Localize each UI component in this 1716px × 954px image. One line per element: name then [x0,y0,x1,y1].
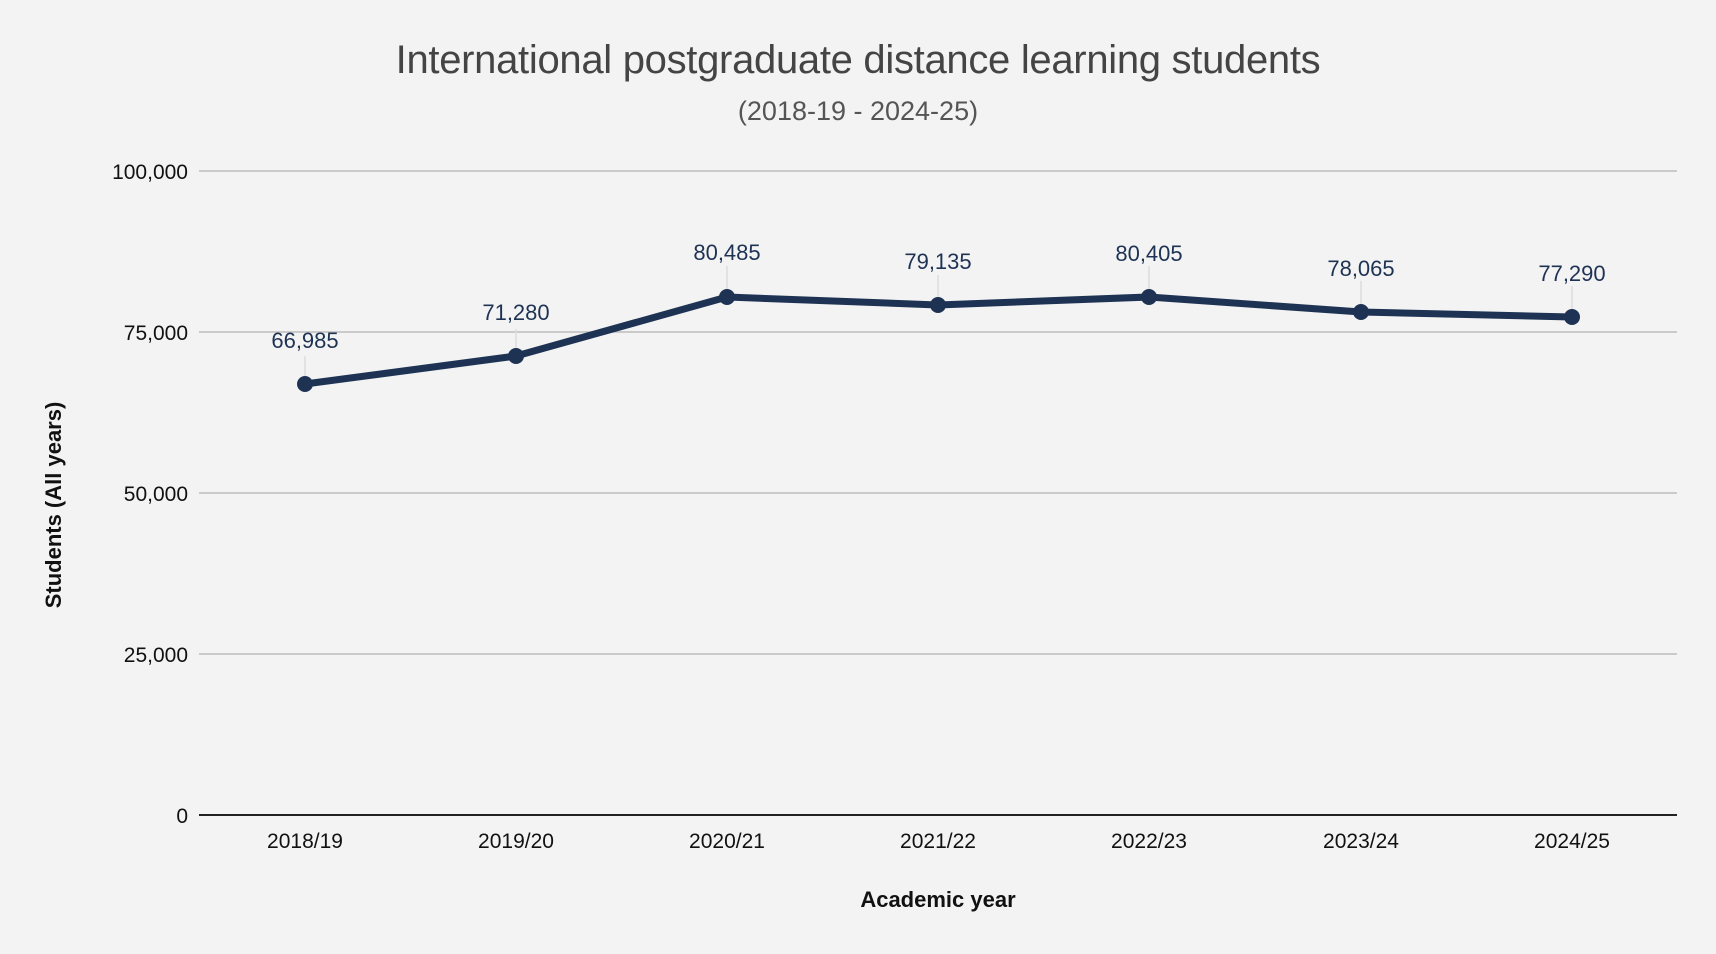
data-point[interactable] [1353,304,1369,320]
data-point[interactable] [1564,309,1580,325]
data-labels: 66,985 71,280 80,485 79,135 80,405 78,06… [271,240,1605,353]
data-label: 66,985 [271,328,338,353]
data-label: 79,135 [904,249,971,274]
x-tick-label: 2019/20 [478,830,554,853]
y-tick-label: 25,000 [124,644,188,667]
data-point[interactable] [719,289,735,305]
x-tick-label: 2024/25 [1534,830,1610,853]
y-tick-label: 50,000 [124,483,188,506]
x-tick-label: 2022/23 [1111,830,1187,853]
y-axis-ticks: 100,000 75,000 50,000 25,000 0 [112,161,188,828]
data-label: 80,485 [693,240,760,265]
chart-subtitle: (2018-19 - 2024-25) [737,96,979,126]
chart-title: International postgraduate distance lear… [395,38,1321,82]
x-axis-title: Academic year [860,887,1016,912]
data-point[interactable] [297,376,313,392]
data-point[interactable] [1141,289,1157,305]
y-tick-label: 0 [176,805,188,828]
data-label: 77,290 [1538,261,1605,286]
y-axis-title: Students (All years) [41,402,66,609]
x-tick-label: 2020/21 [689,830,765,853]
data-points [297,289,1580,392]
y-tick-label: 100,000 [112,161,188,184]
data-label: 80,405 [1115,241,1182,266]
x-axis-ticks: 2018/19 2019/20 2020/21 2021/22 2022/23 … [267,830,1610,853]
data-point[interactable] [508,348,524,364]
x-tick-label: 2023/24 [1323,830,1399,853]
data-label-leaders [304,266,1573,384]
data-point[interactable] [930,297,946,313]
y-tick-label: 75,000 [124,322,188,345]
x-tick-label: 2021/22 [900,830,976,853]
x-tick-label: 2018/19 [267,830,343,853]
data-label: 71,280 [482,300,549,325]
gridlines [199,170,1677,655]
data-label: 78,065 [1327,256,1394,281]
